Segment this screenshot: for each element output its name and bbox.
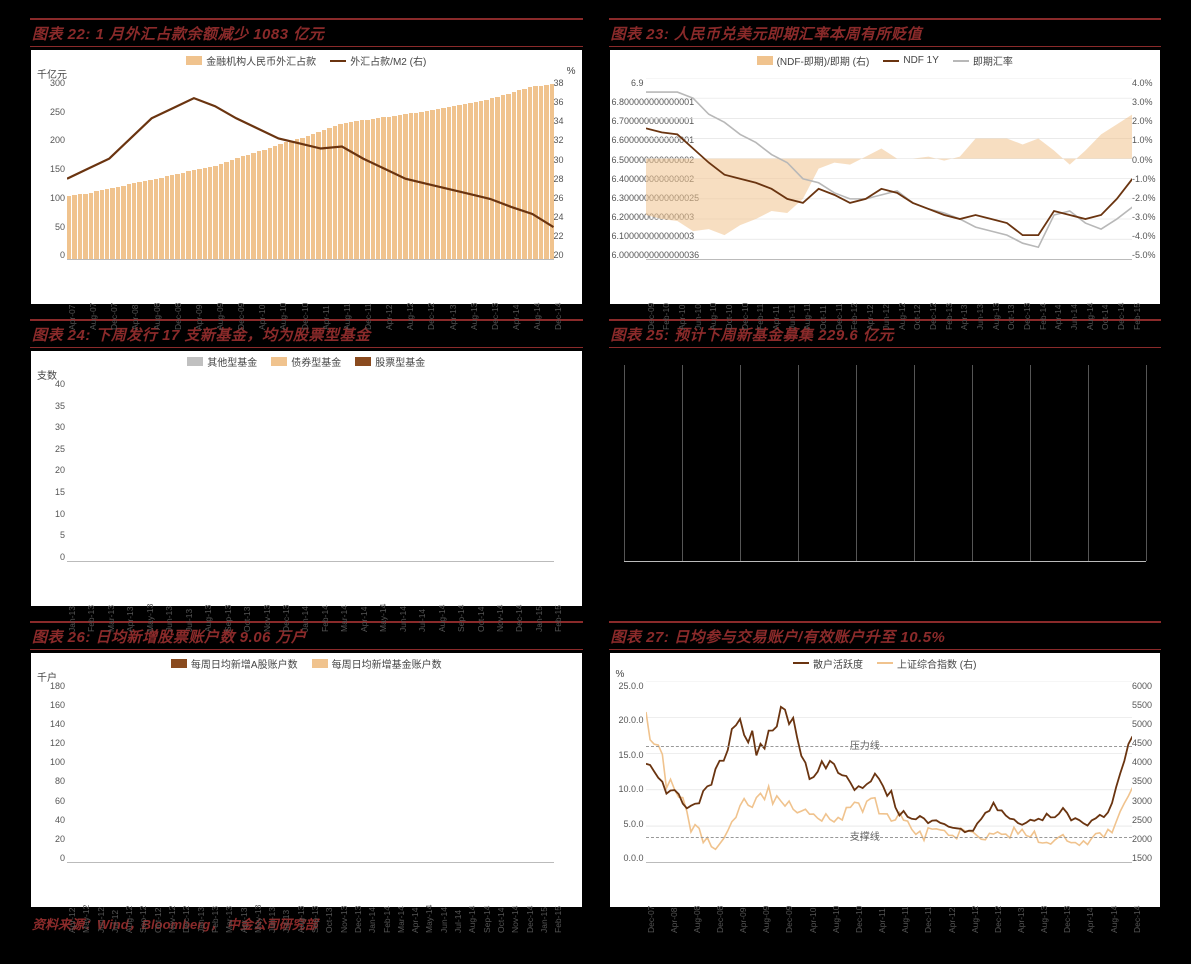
chart-26-x: Apr-12May-12Jun-12Jul-12Aug-12Sep-12Oct-…: [67, 895, 554, 905]
chart-22-y-right: 38363432302826242220: [554, 78, 580, 260]
chart-23-svg: [646, 78, 1133, 259]
chart-24-bars: [67, 379, 554, 560]
panel-26: 图表 26: 日均新增股票账户数 9.06 万户 每周日均新增A股账户数每周日均…: [30, 621, 583, 908]
chart-27-plot: 压力线支撑线: [646, 681, 1133, 863]
chart-27-title: 图表 27: 日均参与交易账户/有效账户升至 10.5%: [609, 621, 1162, 650]
chart-25-bars: [624, 365, 1147, 560]
panel-25: 图表 25: 预计下周新基金募集 229.6 亿元: [609, 319, 1162, 606]
chart-24-y-left: 4035302520151050: [33, 379, 65, 561]
chart-26-box: 每周日均新增A股账户数每周日均新增基金账户数 千户 18016014012010…: [30, 652, 583, 908]
chart-27-legend: 散户活跃度上证综合指数 (右): [610, 656, 1161, 671]
chart-27-x: Dec-07Apr-08Aug-08Dec-08Apr-09Aug-09Dec-…: [646, 895, 1133, 905]
chart-27-svg: [646, 681, 1133, 862]
chart-26-y-left: 180160140120100806040200: [33, 681, 65, 863]
annotation-label: 压力线: [850, 737, 880, 752]
chart-26-plot: [67, 681, 554, 863]
chart-23-y-left: 6.96.8000000000000016.7000000000000016.6…: [612, 78, 644, 260]
annotation-label: 支撑线: [850, 828, 880, 843]
chart-22-box: 金融机构人民币外汇占款外汇占款/M2 (右) 千亿元 % 30025020015…: [30, 49, 583, 305]
chart-24-plot: [67, 379, 554, 561]
chart-24-legend: 其他型基金债券型基金股票型基金: [31, 354, 582, 369]
chart-23-x: Dec-09Feb-10Apr-10Jun-10Aug-10Oct-10Dec-…: [646, 292, 1133, 302]
chart-22-x: Apr-07Aug-07Dec-07Apr-08Aug-08Dec-08Apr-…: [67, 292, 554, 302]
chart-22-legend: 金融机构人民币外汇占款外汇占款/M2 (右): [31, 53, 582, 68]
chart-22-title: 图表 22: 1 月外汇占款余额减少 1083 亿元: [30, 18, 583, 47]
panel-24: 图表 24: 下周发行 17 支新基金，均为股票型基金 其他型基金债券型基金股票…: [30, 319, 583, 606]
chart-26-legend: 每周日均新增A股账户数每周日均新增基金账户数: [31, 656, 582, 671]
chart-23-legend: (NDF-即期)/即期 (右)NDF 1Y即期汇率: [610, 53, 1161, 68]
chart-26-bars: [67, 681, 554, 862]
chart-24-box: 其他型基金债券型基金股票型基金 支数 4035302520151050 Jan-…: [30, 350, 583, 606]
panel-23: 图表 23: 人民币兑美元即期汇率本周有所贬值 (NDF-即期)/即期 (右)N…: [609, 18, 1162, 305]
chart-25-box: [609, 350, 1162, 606]
chart-23-box: (NDF-即期)/即期 (右)NDF 1Y即期汇率 6.96.800000000…: [609, 49, 1162, 305]
panel-27: 图表 27: 日均参与交易账户/有效账户升至 10.5% 散户活跃度上证综合指数…: [609, 621, 1162, 908]
chart-27-unit-left: %: [616, 669, 625, 680]
chart-23-y-right: 4.0%3.0%2.0%1.0%0.0%-1.0%-2.0%-3.0%-4.0%…: [1132, 78, 1158, 260]
chart-22-plot: [67, 78, 554, 260]
chart-22-line: [67, 78, 554, 259]
chart-23-plot: [646, 78, 1133, 260]
chart-23-title: 图表 23: 人民币兑美元即期汇率本周有所贬值: [609, 18, 1162, 47]
chart-22-unit-right: %: [567, 66, 576, 77]
chart-27-box: 散户活跃度上证综合指数 (右) % 25.0.020.0.015.0.010.0…: [609, 652, 1162, 908]
chart-27-y-left: 25.0.020.0.015.0.010.0.05.0.00.0.0: [612, 681, 644, 863]
panel-22: 图表 22: 1 月外汇占款余额减少 1083 亿元 金融机构人民币外汇占款外汇…: [30, 18, 583, 305]
chart-24-x: Jan-13Feb-13Mar-13Apr-13May-13Jun-13Jul-…: [67, 594, 554, 604]
chart-25-plot: [624, 365, 1147, 561]
chart-grid: 图表 22: 1 月外汇占款余额减少 1083 亿元 金融机构人民币外汇占款外汇…: [30, 18, 1161, 908]
chart-27-y-right: 6000550050004500400035003000250020001500: [1132, 681, 1158, 863]
chart-22-y-left: 300250200150100500: [33, 78, 65, 260]
